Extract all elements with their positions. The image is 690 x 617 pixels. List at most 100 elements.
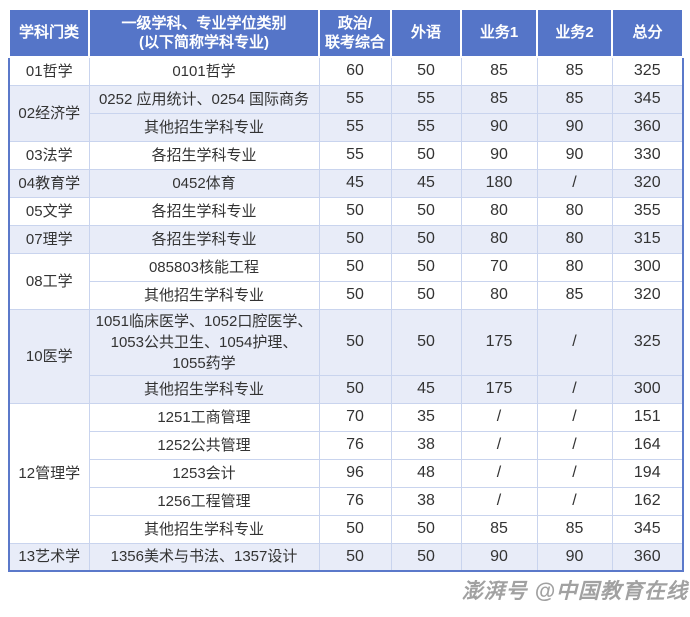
table-row: 1252公共管理 76 38//164: [9, 430, 684, 460]
business1-cell: 70: [460, 252, 538, 282]
foreign-cell: 38: [390, 486, 462, 516]
politics-cell: 45: [318, 168, 392, 198]
table-row: 其他招生学科专业 50 50 85 85 345: [9, 514, 684, 544]
category-cell: 03法学: [8, 140, 90, 170]
business2-cell: /: [536, 430, 613, 460]
foreign-cell: 45: [390, 168, 462, 198]
politics-cell: 50: [318, 196, 392, 226]
foreign-cell: 50: [390, 542, 462, 572]
foreign-cell: 50: [390, 56, 462, 86]
business2-cell: 80: [536, 196, 613, 226]
foreign-cell: 50: [390, 252, 462, 282]
business2-cell: /: [536, 486, 613, 516]
politics-cell: 50: [318, 308, 392, 376]
politics-cell: 76: [318, 430, 392, 460]
business1-cell: 90: [460, 542, 538, 572]
business1-cell: 85: [460, 56, 538, 86]
table-row: 10医学 1051临床医学、1052口腔医学、 1053公共卫生、1054护理、 …: [8, 308, 684, 404]
category-cell: 10医学: [8, 308, 90, 404]
major-cell: 1256工程管理: [88, 486, 320, 516]
total-cell: 300: [611, 374, 684, 404]
total-cell: 345: [611, 514, 684, 544]
business1-cell: 80: [460, 280, 538, 310]
category-cell: 08工学: [8, 252, 90, 310]
business2-cell: 90: [536, 542, 613, 572]
business2-cell: /: [536, 374, 613, 404]
foreign-cell: 38: [390, 430, 462, 460]
politics-cell: 55: [318, 140, 392, 170]
category-cell: 01哲学: [8, 56, 90, 86]
politics-cell: 50: [318, 542, 392, 572]
table-body: 01哲学 0101哲学 60 50 85 85 325 02经济学 0252 应用统计、0254…: [8, 56, 684, 572]
table-row: 其他招生学科专业 50 50 80 85 320: [9, 280, 684, 310]
category-cell: 07理学: [8, 224, 90, 254]
column-header-total: 总分: [611, 8, 684, 58]
major-cell: 085803核能工程: [88, 252, 320, 282]
politics-cell: 50: [318, 514, 392, 544]
foreign-cell: 50: [390, 224, 462, 254]
politics-cell: 76: [318, 486, 392, 516]
major-cell: 1252公共管理: [88, 430, 320, 460]
table-row: 04教育学 0452体育 45 45 180/320: [8, 168, 684, 198]
major-cell: 其他招生学科专业: [88, 374, 320, 404]
table-row: 02经济学 0252 应用统计、0254 国际商务 55 55 85 85 345: [8, 84, 684, 142]
major-cell: 各招生学科专业: [88, 140, 320, 170]
category-cell: 02经济学: [8, 84, 90, 142]
business1-cell: 180: [460, 168, 538, 198]
total-cell: 194: [611, 458, 684, 488]
major-cell: 各招生学科专业: [88, 196, 320, 226]
table-row: 1256工程管理 76 38//162: [9, 486, 684, 516]
column-header-foreign-language: 外语: [390, 8, 462, 58]
business1-cell: 175: [460, 308, 538, 376]
table-row: 其他招生学科专业 50 45 175/300: [9, 374, 684, 404]
table-row: 07理学 各招生学科专业 50 50 80 80 315: [8, 224, 684, 254]
total-cell: 320: [611, 280, 684, 310]
table-row: 其他招生学科专业 55 55 90 90 360: [9, 112, 684, 142]
major-cell: 0252 应用统计、0254 国际商务: [88, 84, 320, 114]
politics-cell: 55: [318, 84, 392, 114]
business2-cell: 80: [536, 252, 613, 282]
business2-cell: /: [536, 308, 613, 376]
table-header: 学科门类 一级学科、专业学位类别 (以下简称学科专业) 政治/ 联考综合 外语 …: [8, 8, 684, 58]
business2-cell: /: [536, 402, 613, 432]
major-cell: 0452体育: [88, 168, 320, 198]
politics-cell: 60: [318, 56, 392, 86]
business2-cell: 90: [536, 112, 613, 142]
total-cell: 330: [611, 140, 684, 170]
politics-cell: 70: [318, 402, 392, 432]
total-cell: 355: [611, 196, 684, 226]
major-cell: 1356美术与书法、1357设计: [88, 542, 320, 572]
major-cell: 其他招生学科专业: [88, 112, 320, 142]
major-cell: 0101哲学: [88, 56, 320, 86]
table-row: 12管理学 1251工商管理 70 35//151: [8, 402, 684, 544]
business2-cell: /: [536, 458, 613, 488]
business1-cell: /: [460, 430, 538, 460]
politics-cell: 50: [318, 280, 392, 310]
politics-cell: 50: [318, 224, 392, 254]
total-cell: 315: [611, 224, 684, 254]
category-cell: 04教育学: [8, 168, 90, 198]
column-header-business1: 业务1: [460, 8, 538, 58]
header-row: 学科门类 一级学科、专业学位类别 (以下简称学科专业) 政治/ 联考综合 外语 …: [8, 8, 684, 58]
major-cell: 1051临床医学、1052口腔医学、 1053公共卫生、1054护理、 1055…: [88, 308, 320, 376]
table-row: 1253会计 96 48//194: [9, 458, 684, 488]
foreign-cell: 35: [390, 402, 462, 432]
business1-cell: /: [460, 402, 538, 432]
business1-cell: /: [460, 458, 538, 488]
business1-cell: 85: [460, 84, 538, 114]
foreign-cell: 50: [390, 514, 462, 544]
foreign-cell: 48: [390, 458, 462, 488]
major-cell: 各招生学科专业: [88, 224, 320, 254]
total-cell: 360: [611, 542, 684, 572]
business2-cell: 80: [536, 224, 613, 254]
watermark: 澎湃号 @中国教育在线: [461, 580, 688, 603]
total-cell: 325: [611, 308, 684, 376]
foreign-cell: 45: [390, 374, 462, 404]
total-cell: 164: [611, 430, 684, 460]
business2-cell: /: [536, 168, 613, 198]
total-cell: 300: [611, 252, 684, 282]
column-header-business2: 业务2: [536, 8, 613, 58]
total-cell: 345: [611, 84, 684, 114]
total-cell: 162: [611, 486, 684, 516]
